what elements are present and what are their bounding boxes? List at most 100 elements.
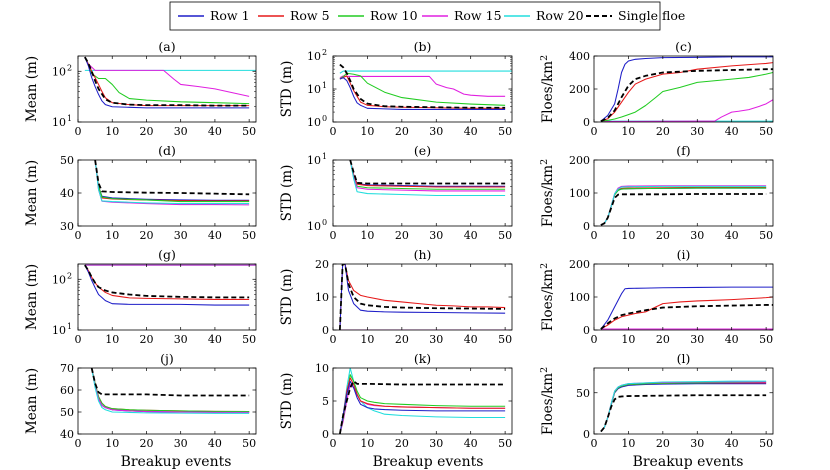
- panel-e-axes-box: [332, 159, 513, 227]
- panel-l-title: (l): [677, 351, 691, 366]
- legend-label-row-15: Row 15: [454, 8, 502, 23]
- panel-c-ytick-label: 200: [569, 83, 590, 96]
- panel-c-xtick-label: 30: [690, 125, 704, 138]
- legend-label-row-1: Row 1: [210, 8, 250, 23]
- panel-b-ylabel: STD (m): [279, 61, 295, 118]
- panel-l-axes-box: [593, 367, 774, 435]
- panel-f-xtick-label: 10: [621, 229, 635, 242]
- panel-f-xtick-label: 50: [759, 229, 773, 242]
- panel-i-xtick-label: 20: [656, 333, 670, 346]
- panel-j-ytick-label: 60: [60, 384, 74, 397]
- panel-j-series: [90, 368, 250, 414]
- panel-e-xtick-label: 10: [360, 229, 374, 242]
- legend-box: [169, 1, 661, 31]
- xlabel-col1: Breakup events: [121, 454, 232, 470]
- panel-g-series: [84, 264, 256, 306]
- panel-a-xtick-label: 30: [174, 125, 188, 138]
- panel-j-xtick-label: 10: [105, 437, 119, 450]
- panel-h-ytick-label: 10: [315, 291, 329, 304]
- panel-j-xtick-label: 40: [208, 437, 222, 450]
- panel-a-ytick-label: 10: [52, 116, 66, 129]
- panel-f-line-single-floe: [600, 193, 767, 226]
- panel-g-ytick-exp: 2: [67, 271, 72, 280]
- panel-j-line-row-5: [91, 368, 250, 413]
- panel-f-line-row-20: [600, 185, 767, 226]
- panel-a-ylabel: Mean (m): [24, 56, 40, 122]
- panel-i-ytick-label: 100: [569, 291, 590, 304]
- panel-k-line-row-20: [339, 368, 506, 434]
- panel-i-line-single-floe: [600, 304, 773, 330]
- panel-h-xtick-label: 50: [498, 333, 512, 346]
- panel-c-axes-box: [593, 55, 774, 123]
- panel-b-ytick-label: 10: [307, 83, 321, 96]
- panel-l-line-row-10: [600, 381, 767, 432]
- panel-l-series: [600, 380, 767, 433]
- panel-k-line-row-5: [339, 377, 506, 434]
- panel-b-line-single-floe: [339, 63, 506, 109]
- panel-b-xtick-label: 40: [464, 125, 478, 138]
- panel-i: (i) Floes/km2 0 10 20 30 40 50 0 100 200: [539, 247, 774, 346]
- panel-e-xtick-label: 50: [498, 229, 512, 242]
- panel-j: (j) Mean (m) 0 10 20 30 40 50 40 50 60 70: [24, 351, 257, 450]
- panel-b-line-row-10: [339, 72, 506, 106]
- panel-d: (d) Mean (m) 0 10 20 30 40 50 30 40 50: [24, 143, 257, 242]
- panel-e-line-row-20: [349, 160, 506, 197]
- panel-h-line-row-1: [339, 264, 506, 330]
- panel-d-ytick-label: 30: [60, 220, 74, 233]
- panel-l-line-single-floe: [600, 394, 767, 433]
- panel-i-series: [600, 286, 773, 330]
- panel-e-xtick-label: 40: [464, 229, 478, 242]
- panel-k-ylabel: STD (m): [279, 373, 295, 430]
- panel-d-line-row-20: [94, 160, 250, 205]
- panel-a-line-row-1: [84, 56, 250, 109]
- panel-i-xtick-label: 10: [621, 333, 635, 346]
- panel-j-line-single-floe: [90, 368, 250, 397]
- panel-f-ytick-label: 100: [569, 187, 590, 200]
- panel-b-xtick-label: 50: [498, 125, 512, 138]
- panel-j-ytick-label: 40: [60, 428, 74, 441]
- panel-e-ytick-exp: 1: [322, 152, 327, 161]
- panel-b-ytick-label: 10: [307, 50, 321, 63]
- panel-k-xtick-label: 20: [395, 437, 409, 450]
- panel-c-line-row-5: [600, 62, 773, 122]
- panel-g-xtick-label: 0: [75, 333, 82, 346]
- legend: Row 1 Row 5 Row 10 Row 15 Row 20 Single floe: [169, 1, 685, 31]
- panel-b-title: (b): [414, 39, 432, 54]
- panel-h-xtick-label: 40: [464, 333, 478, 346]
- panel-c-ylabel: Floes/km2: [539, 55, 556, 123]
- panel-c-series: [600, 56, 773, 122]
- panel-a-ytick-exp: 1: [67, 114, 72, 123]
- panel-k-series: [338, 368, 506, 434]
- panel-g-title: (g): [158, 247, 176, 262]
- panel-f-line-row-5: [600, 186, 767, 226]
- panel-g-line-single-floe: [84, 264, 250, 299]
- legend-label-single-floe: Single floe: [618, 8, 685, 23]
- panel-d-xtick-label: 30: [174, 229, 188, 242]
- panel-a-xtick-label: 0: [75, 125, 82, 138]
- panel-i-axes-box: [593, 263, 774, 331]
- panel-l-line-row-1: [600, 383, 767, 432]
- panel-d-ytick-label: 40: [60, 187, 74, 200]
- panel-d-ylabel: Mean (m): [24, 160, 40, 226]
- panel-a-xtick-label: 20: [139, 125, 153, 138]
- panel-k-line-row-1: [339, 380, 506, 434]
- legend-label-row-20: Row 20: [536, 8, 584, 23]
- panel-f-xtick-label: 20: [656, 229, 670, 242]
- panel-k-ytick-label: 0: [322, 428, 329, 441]
- panel-b-xtick-label: 20: [395, 125, 409, 138]
- panel-d-line-single-floe: [94, 160, 250, 196]
- panel-l-line-row-5: [600, 382, 767, 432]
- panel-g-xtick-label: 50: [242, 333, 256, 346]
- panel-h-ytick-label: 20: [315, 258, 329, 271]
- panel-d-xtick-label: 40: [208, 229, 222, 242]
- panel-h-xtick-label: 0: [330, 333, 337, 346]
- legend-label-row-5: Row 5: [290, 8, 330, 23]
- panel-g-xtick-label: 20: [139, 333, 153, 346]
- panel-i-ytick-label: 200: [569, 258, 590, 271]
- panel-a-line-row-15: [84, 56, 250, 97]
- panel-l-xtick-label: 20: [656, 437, 670, 450]
- panel-k-xtick-label: 10: [360, 437, 374, 450]
